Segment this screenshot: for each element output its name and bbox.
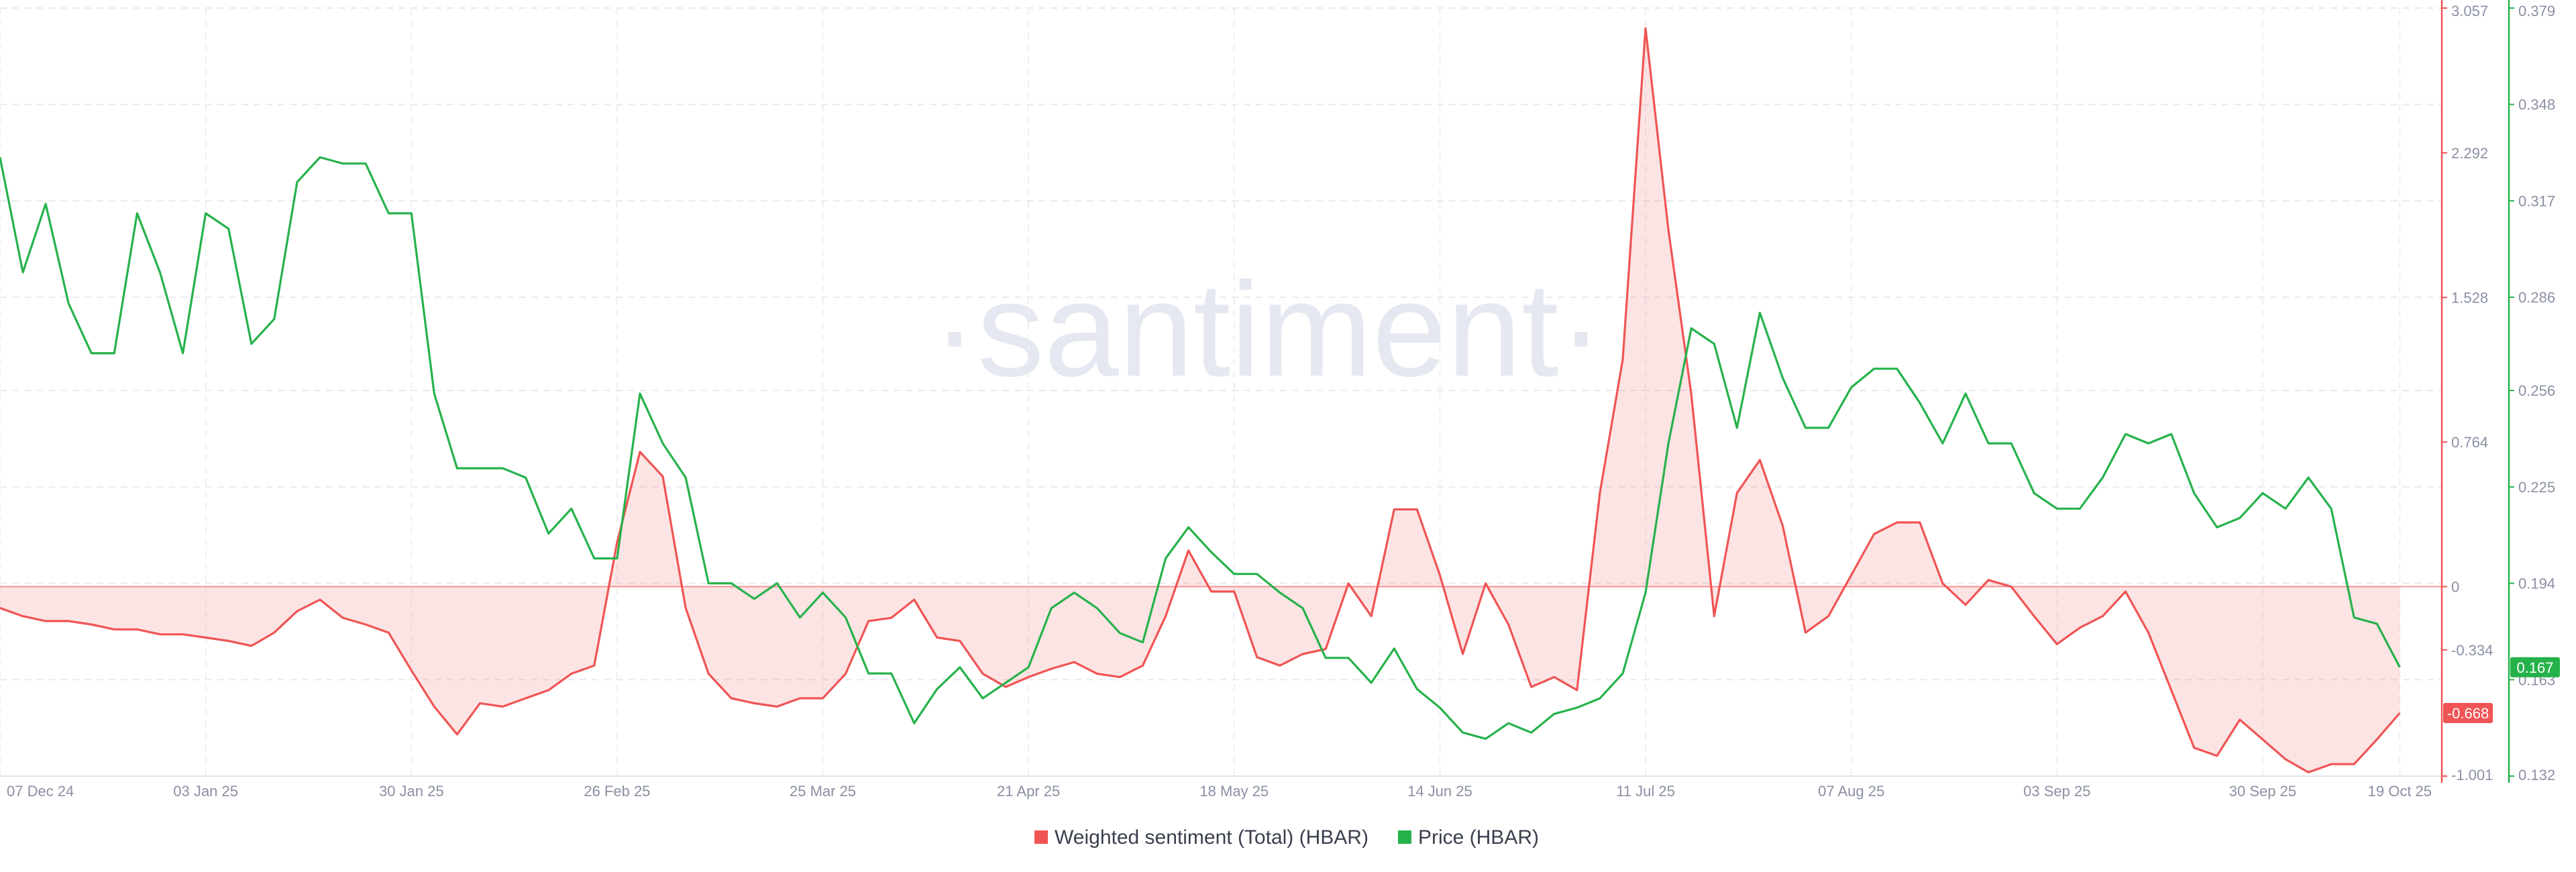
x-tick-label: 19 Oct 25 <box>2368 783 2432 800</box>
last-value-badge <box>2443 703 2493 724</box>
y2-tick-label: 0.256 <box>2518 382 2555 399</box>
x-tick-label: 07 Aug 25 <box>1818 783 1884 800</box>
x-tick-label: 03 Jan 25 <box>173 783 238 800</box>
last-value-label: 0.167 <box>2516 659 2553 676</box>
x-tick-label: 07 Dec 24 <box>7 783 74 800</box>
x-tick-label: 30 Jan 25 <box>379 783 444 800</box>
last-value-badge <box>2510 657 2560 677</box>
x-tick-label: 14 Jun 25 <box>1407 783 1472 800</box>
watermark: ·santiment· <box>932 255 1603 404</box>
legend-label: Price (HBAR) <box>1418 826 1539 849</box>
y-tick-label: 3.057 <box>2451 3 2488 19</box>
y2-tick-label: 0.225 <box>2518 479 2555 496</box>
x-tick-label: 26 Feb 25 <box>584 783 650 800</box>
legend-label: Weighted sentiment (Total) (HBAR) <box>1055 826 1368 849</box>
x-tick-label: 30 Sep 25 <box>2229 783 2296 800</box>
x-tick-label: 18 May 25 <box>1199 783 1269 800</box>
y-tick-label: 2.292 <box>2451 145 2488 162</box>
y-tick-label: 0.764 <box>2451 434 2488 451</box>
y2-tick-label: 0.348 <box>2518 97 2555 113</box>
legend-swatch <box>1397 830 1411 844</box>
y2-tick-label: 0.194 <box>2518 576 2555 592</box>
legend-swatch <box>1034 830 1049 844</box>
y-tick-label: -0.334 <box>2451 642 2493 659</box>
series-line <box>0 156 2401 740</box>
legend: Weighted sentiment (Total) (HBAR) Price (… <box>1034 826 1539 849</box>
x-tick-label: 21 Apr 25 <box>997 783 1060 800</box>
y2-tick-label: 0.286 <box>2518 289 2555 306</box>
x-tick-label: 03 Sep 25 <box>2023 783 2090 800</box>
series-line <box>0 27 2401 773</box>
x-tick-label: 25 Mar 25 <box>790 783 856 800</box>
y2-tick-label: 0.132 <box>2518 767 2555 783</box>
y2-tick-label: 0.317 <box>2518 193 2555 209</box>
last-value-label: -0.668 <box>2447 705 2489 722</box>
y-tick-label: 0 <box>2451 579 2459 596</box>
y2-tick-label: 0.379 <box>2518 3 2555 19</box>
y-tick-label: -1.001 <box>2451 767 2493 783</box>
y-tick-label: 1.528 <box>2451 289 2488 306</box>
x-tick-label: 11 Jul 25 <box>1616 783 1675 800</box>
